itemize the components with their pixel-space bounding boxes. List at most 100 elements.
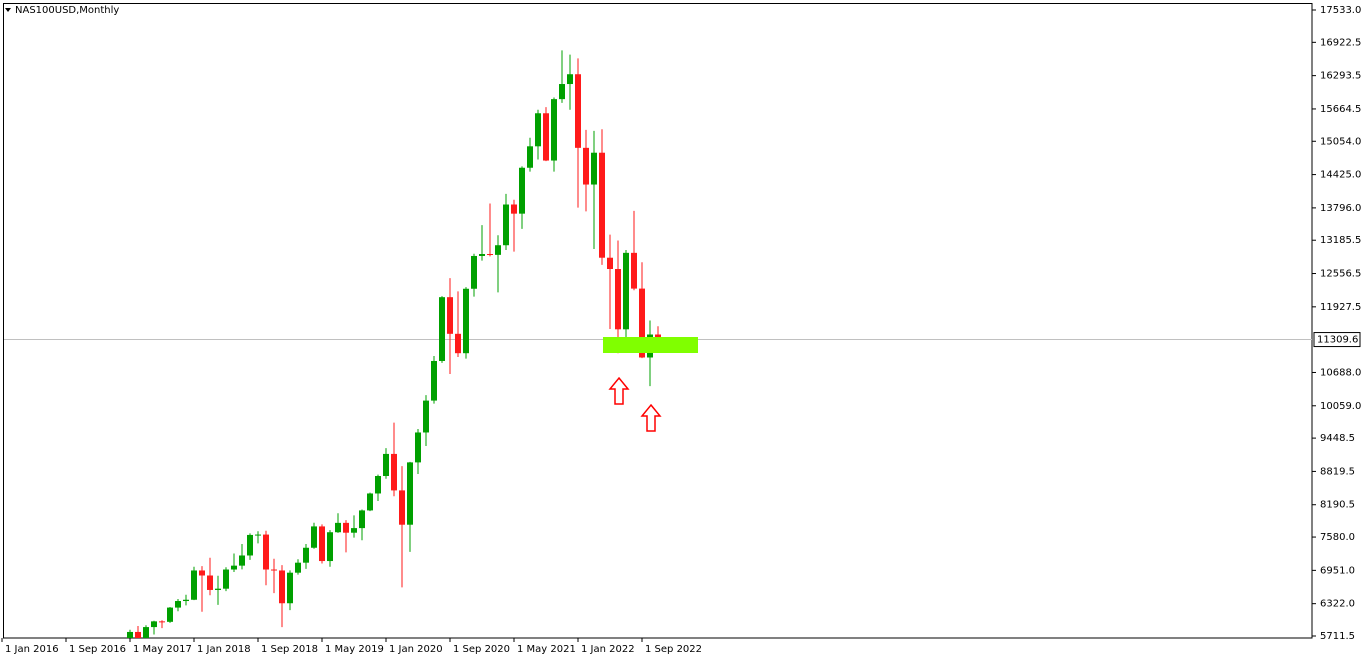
x-tick-label: 1 May 2019	[325, 644, 384, 655]
candle-body	[327, 532, 333, 562]
support-zone	[603, 337, 698, 353]
candle-body	[383, 453, 389, 476]
y-tick-label: 8190.5	[1320, 500, 1355, 511]
x-tick-label: 1 Jan 2018	[197, 644, 251, 655]
candle-body	[143, 627, 149, 638]
candle-body	[591, 152, 597, 185]
candle-body	[455, 333, 461, 354]
candle-body	[551, 99, 557, 161]
last-price-label: 11309.6	[1317, 335, 1358, 346]
candle-body	[519, 167, 525, 214]
candle-body	[271, 569, 277, 571]
candle-body	[567, 74, 573, 85]
x-tick-label: 1 Jan 2022	[581, 644, 635, 655]
candle-body	[167, 607, 173, 622]
candle-body	[335, 522, 341, 533]
candle-body	[415, 432, 421, 463]
y-tick-label: 13185.5	[1320, 235, 1361, 246]
candle-body	[183, 599, 189, 602]
candle-body	[343, 522, 349, 533]
plot-area	[4, 50, 1312, 638]
chart-title: NAS100USD,Monthly	[15, 5, 119, 16]
y-tick-label: 17533.0	[1320, 5, 1361, 16]
y-tick-label: 6322.0	[1320, 599, 1355, 610]
candle-body	[423, 400, 429, 433]
y-tick-label: 16922.5	[1320, 37, 1361, 48]
y-tick-label: 15664.5	[1320, 104, 1361, 115]
candle-body	[399, 490, 405, 525]
candle-body	[207, 575, 213, 590]
candle-body	[199, 570, 205, 576]
candle-body	[623, 252, 629, 330]
candle-body	[287, 572, 293, 604]
candle-body	[255, 534, 261, 536]
y-tick-label: 6951.0	[1320, 565, 1355, 576]
candle-body	[159, 621, 165, 623]
candle-body	[135, 631, 141, 638]
candle-body	[295, 562, 301, 573]
candle-body	[639, 288, 645, 358]
y-tick-label: 15054.0	[1320, 136, 1361, 147]
candle-body	[247, 534, 253, 556]
y-tick-label: 14425.0	[1320, 170, 1361, 181]
last-price-box	[1313, 332, 1361, 348]
candle-body	[319, 526, 325, 562]
candle-body	[359, 510, 365, 529]
candle-body	[127, 631, 133, 638]
candle-body	[239, 555, 245, 566]
candle-body	[375, 475, 381, 494]
candle-body	[575, 74, 581, 148]
candle-body	[351, 528, 357, 533]
candle-body	[527, 146, 533, 168]
y-tick-label: 9448.5	[1320, 433, 1355, 444]
candle-body	[615, 268, 621, 330]
candle-body	[463, 288, 469, 354]
candle-body	[439, 297, 445, 361]
candle-body	[471, 255, 477, 289]
y-tick-label: 12556.5	[1320, 269, 1361, 280]
candle-body	[487, 254, 493, 256]
candle-body	[151, 621, 157, 628]
candle-body	[215, 588, 221, 590]
plot-frame	[3, 3, 1313, 639]
candle-body	[231, 565, 237, 570]
y-tick-label: 7580.0	[1320, 532, 1355, 543]
candle-body	[191, 570, 197, 600]
up-arrow	[608, 376, 630, 405]
candle-body	[479, 254, 485, 256]
x-tick-label: 1 Jan 2016	[5, 644, 59, 655]
candle-body	[599, 152, 605, 258]
y-tick-label: 16293.5	[1320, 71, 1361, 82]
x-tick-label: 1 Sep 2016	[69, 644, 126, 655]
x-tick-label: 1 Sep 2020	[453, 644, 510, 655]
up-arrow	[640, 403, 662, 432]
candle-body	[263, 534, 269, 570]
candle-body	[279, 570, 285, 604]
candle-body	[303, 547, 309, 563]
candle-body	[391, 453, 397, 491]
candle-body	[223, 569, 229, 589]
menu-triangle[interactable]	[5, 8, 11, 12]
x-tick-label: 1 Sep 2022	[645, 644, 702, 655]
candle-body	[559, 84, 565, 100]
candle-body	[367, 493, 373, 511]
y-tick-label: 13796.0	[1320, 203, 1361, 214]
candle-body	[447, 297, 453, 334]
candle-body	[503, 204, 509, 246]
y-tick-label: 11927.5	[1320, 302, 1361, 313]
x-tick-label: 1 May 2017	[133, 644, 192, 655]
x-tick-label: 1 Sep 2018	[261, 644, 318, 655]
y-tick-label: 8819.5	[1320, 466, 1355, 477]
candle-body	[535, 113, 541, 147]
candle-body	[583, 147, 589, 185]
candle-body	[407, 462, 413, 525]
x-tick-label: 1 May 2021	[517, 644, 576, 655]
candle-body	[495, 245, 501, 255]
y-tick-label: 5711.5	[1320, 631, 1355, 642]
candle-body	[631, 252, 637, 289]
candle-body	[511, 204, 517, 214]
candle-body	[431, 360, 437, 401]
y-tick-label: 10059.0	[1320, 401, 1361, 412]
